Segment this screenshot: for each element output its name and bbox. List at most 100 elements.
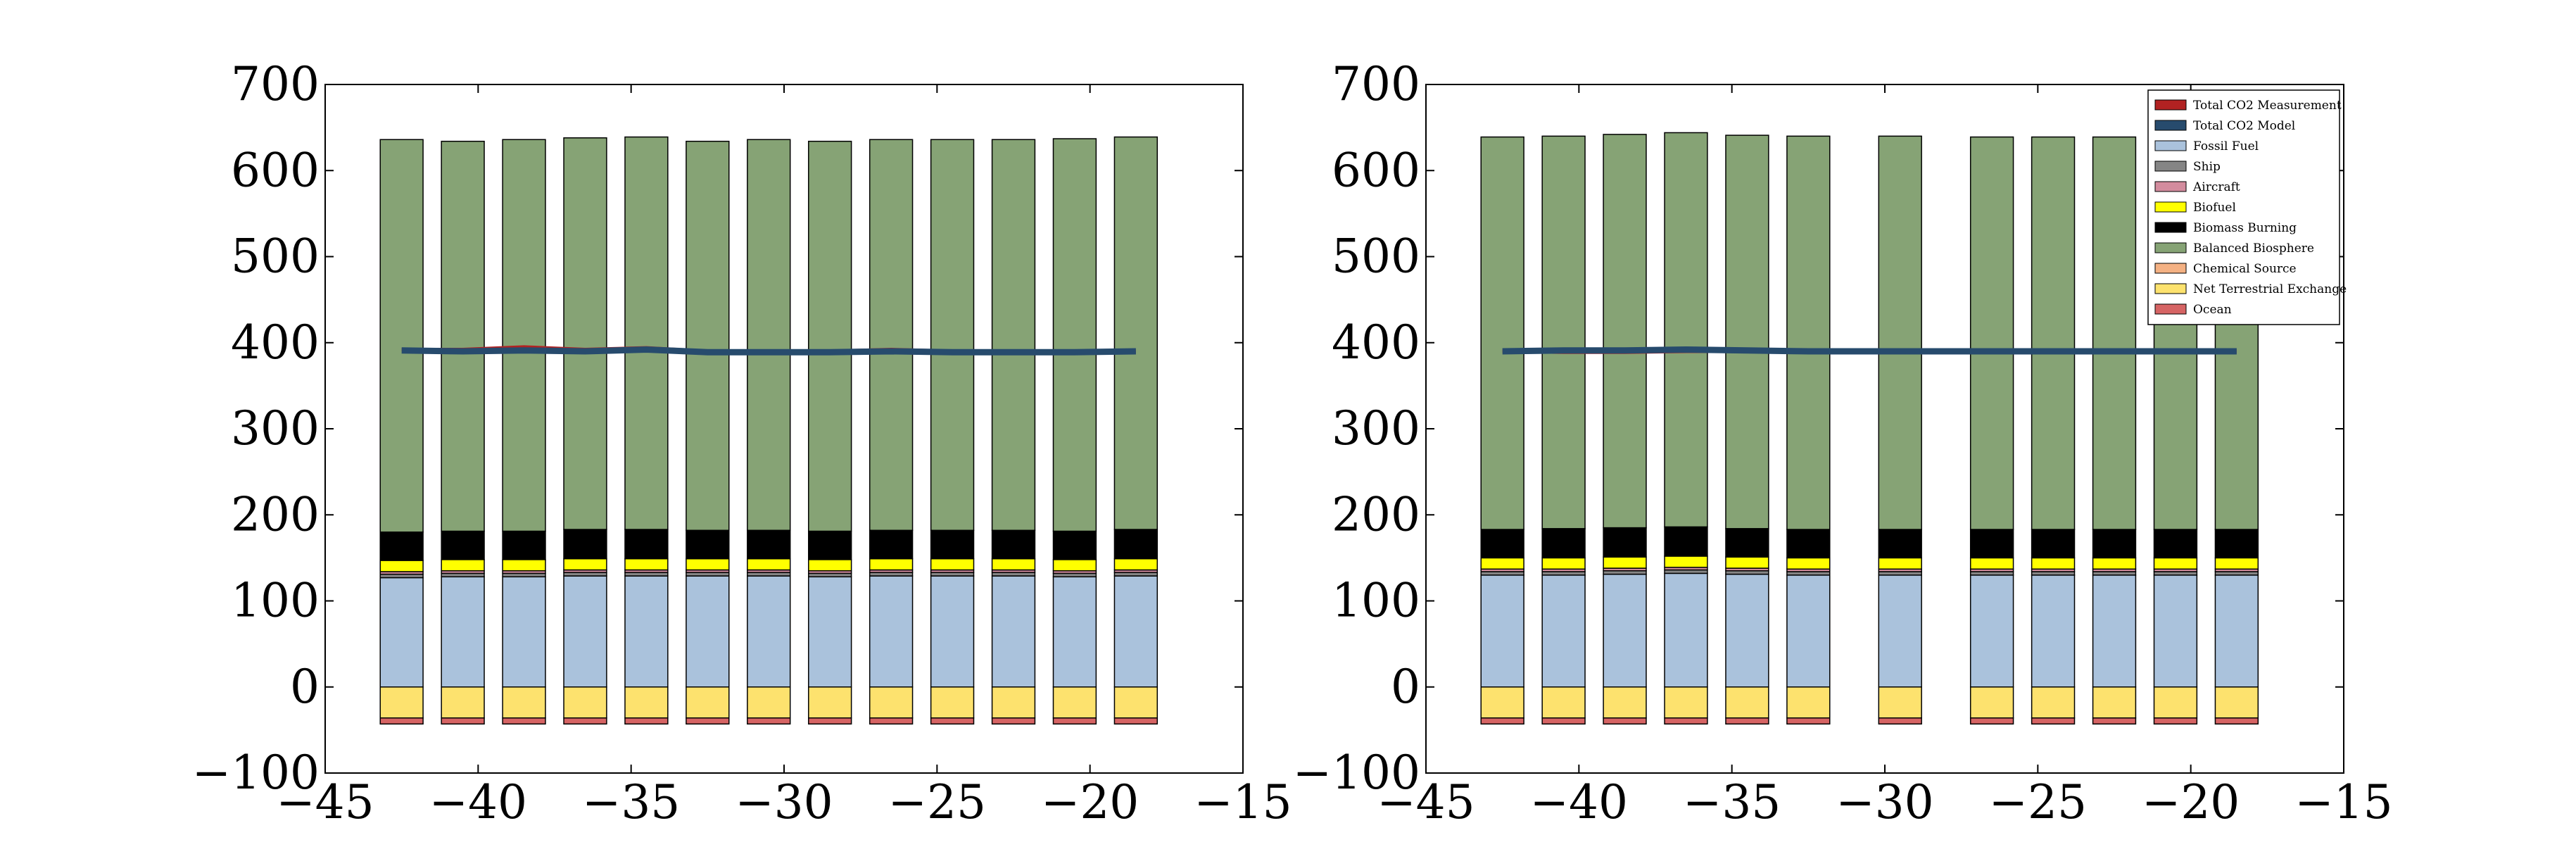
bar-segment — [2092, 136, 2137, 530]
bar-segment — [2153, 686, 2198, 719]
bar-segment — [1878, 135, 1922, 530]
bar-segment — [869, 717, 914, 725]
bar-segment — [1664, 686, 1708, 719]
bar-segment — [1664, 526, 1708, 557]
bar-segment — [869, 529, 914, 560]
series-line — [401, 346, 1136, 356]
bar-segment — [379, 531, 424, 561]
bar-segment — [808, 717, 852, 725]
bar-segment — [2031, 574, 2076, 688]
bar-segment — [441, 140, 485, 532]
bar-segment — [930, 686, 975, 719]
legend-swatch — [2154, 140, 2187, 151]
y-tick-label: 100 — [1332, 574, 1420, 628]
bar-segment — [1052, 576, 1097, 688]
y-tick-label: 400 — [231, 315, 320, 370]
bar-segment — [502, 717, 546, 725]
bar-segment — [2153, 557, 2198, 570]
bar-segment — [1603, 527, 1647, 558]
bar-segment — [1664, 572, 1708, 688]
legend-label: Net Terrestrial Exchange — [2193, 282, 2347, 296]
bar-segment — [624, 558, 669, 571]
bar-segment — [1052, 717, 1097, 725]
legend-swatch — [2154, 263, 2187, 274]
bar-segment — [686, 140, 730, 532]
x-tick-label: −20 — [2142, 775, 2240, 829]
bar-segment — [930, 717, 975, 725]
bar-segment — [441, 686, 485, 719]
bar-segment — [1113, 717, 1158, 725]
y-tick-label: 300 — [231, 401, 320, 456]
legend-label: Total CO2 Measurement — [2193, 99, 2342, 113]
bar-segment — [379, 717, 424, 725]
legend-swatch — [2154, 99, 2187, 111]
x-tick-label: −25 — [888, 775, 986, 829]
legend-label: Fossil Fuel — [2193, 139, 2259, 153]
bar-segment — [1786, 686, 1831, 719]
bar-segment — [747, 686, 791, 719]
bar-segment — [930, 575, 975, 688]
bar-segment — [1113, 558, 1158, 571]
bar-segment — [379, 686, 424, 719]
bar-segment — [1878, 529, 1922, 559]
legend-swatch — [2154, 283, 2187, 294]
y-tick-label: 600 — [231, 143, 320, 197]
bar-segment — [747, 558, 791, 571]
bar-segment — [1786, 717, 1831, 725]
bar-segment — [2214, 557, 2259, 570]
bar-segment — [1786, 135, 1831, 530]
bar-segment — [379, 139, 424, 533]
bar-segment — [624, 717, 669, 725]
bar-segment — [624, 575, 669, 688]
y-tick-label: 700 — [231, 57, 320, 111]
bar-segment — [1480, 574, 1524, 688]
x-tick-label: −15 — [1194, 775, 1292, 829]
bar-segment — [1878, 557, 1922, 570]
y-tick-label: 400 — [1332, 315, 1420, 370]
bar-segment — [502, 576, 546, 688]
x-tick-label: −35 — [1683, 775, 1781, 829]
x-tick-label: −30 — [735, 775, 833, 829]
bar-segment — [624, 529, 669, 560]
bar-segment — [991, 575, 1036, 688]
bar-segment — [2092, 529, 2137, 559]
bar-segment — [2092, 686, 2137, 719]
y-tick-label: −100 — [192, 746, 320, 800]
bar-segment — [1052, 138, 1097, 532]
y-tick-label: 500 — [1332, 230, 1420, 284]
y-tick-label: 500 — [231, 230, 320, 284]
bar-segment — [930, 558, 975, 571]
legend-swatch — [2154, 120, 2187, 131]
chart-panel-2: −100 0 100 200 300 400 500 600 700 −45 −40 −35 −30 −2… — [1293, 57, 2393, 829]
bar-segment — [379, 560, 424, 572]
bar-segment — [2153, 529, 2198, 559]
bar-segment — [1541, 686, 1586, 719]
bar-segment — [869, 686, 914, 719]
bar-segment — [563, 686, 607, 719]
bar-segment — [1603, 573, 1647, 688]
bar-segment — [2092, 574, 2137, 688]
bar-segment — [930, 529, 975, 560]
bar-segment — [869, 558, 914, 571]
bar-segment — [2031, 557, 2076, 570]
y-tick-label: 100 — [231, 574, 320, 628]
bar-segment — [930, 139, 975, 532]
bar-segment — [1969, 529, 2014, 559]
y-tick-label: 0 — [290, 660, 320, 714]
bar-segment — [991, 139, 1036, 532]
bar-segment — [2031, 529, 2076, 559]
x-tick-label: −45 — [276, 775, 374, 829]
legend-label: Total CO2 Model — [2193, 119, 2295, 133]
bar-segment — [808, 559, 852, 572]
legend-swatch — [2154, 181, 2187, 192]
bar-segment — [1603, 134, 1647, 529]
bar-segment — [1878, 686, 1922, 719]
bar-segment — [1725, 573, 1769, 688]
bar-segment — [2214, 574, 2259, 688]
bar-segment — [1480, 136, 1524, 530]
bar-segment — [1725, 717, 1769, 725]
bar-segment — [1725, 528, 1769, 558]
bar-segment — [563, 137, 607, 530]
x-tick-label: −30 — [1836, 775, 1933, 829]
